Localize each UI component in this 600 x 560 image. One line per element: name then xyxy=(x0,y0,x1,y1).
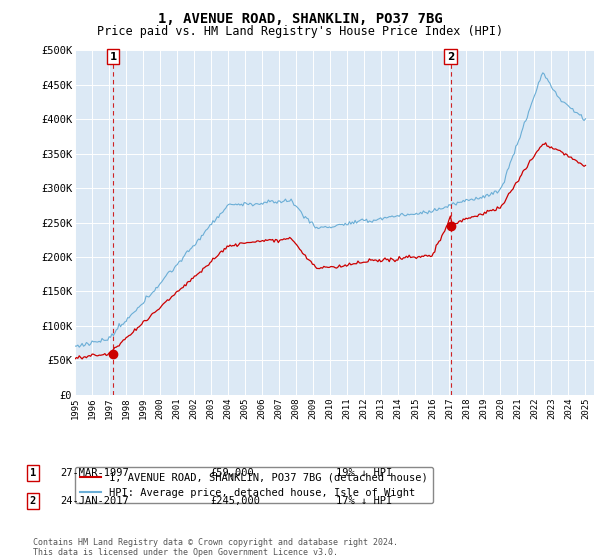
Legend: 1, AVENUE ROAD, SHANKLIN, PO37 7BG (detached house), HPI: Average price, detache: 1, AVENUE ROAD, SHANKLIN, PO37 7BG (deta… xyxy=(75,467,433,503)
Text: 2: 2 xyxy=(447,52,454,62)
Text: 1, AVENUE ROAD, SHANKLIN, PO37 7BG: 1, AVENUE ROAD, SHANKLIN, PO37 7BG xyxy=(158,12,442,26)
Text: Price paid vs. HM Land Registry's House Price Index (HPI): Price paid vs. HM Land Registry's House … xyxy=(97,25,503,38)
Text: 1: 1 xyxy=(30,468,36,478)
Text: 24-JAN-2017: 24-JAN-2017 xyxy=(60,496,129,506)
Text: 2: 2 xyxy=(30,496,36,506)
Text: Contains HM Land Registry data © Crown copyright and database right 2024.
This d: Contains HM Land Registry data © Crown c… xyxy=(33,538,398,557)
Text: 19% ↓ HPI: 19% ↓ HPI xyxy=(336,468,392,478)
Text: £245,000: £245,000 xyxy=(210,496,260,506)
Text: £59,000: £59,000 xyxy=(210,468,254,478)
Text: 1: 1 xyxy=(109,52,116,62)
Text: 27-MAR-1997: 27-MAR-1997 xyxy=(60,468,129,478)
Text: 17% ↓ HPI: 17% ↓ HPI xyxy=(336,496,392,506)
